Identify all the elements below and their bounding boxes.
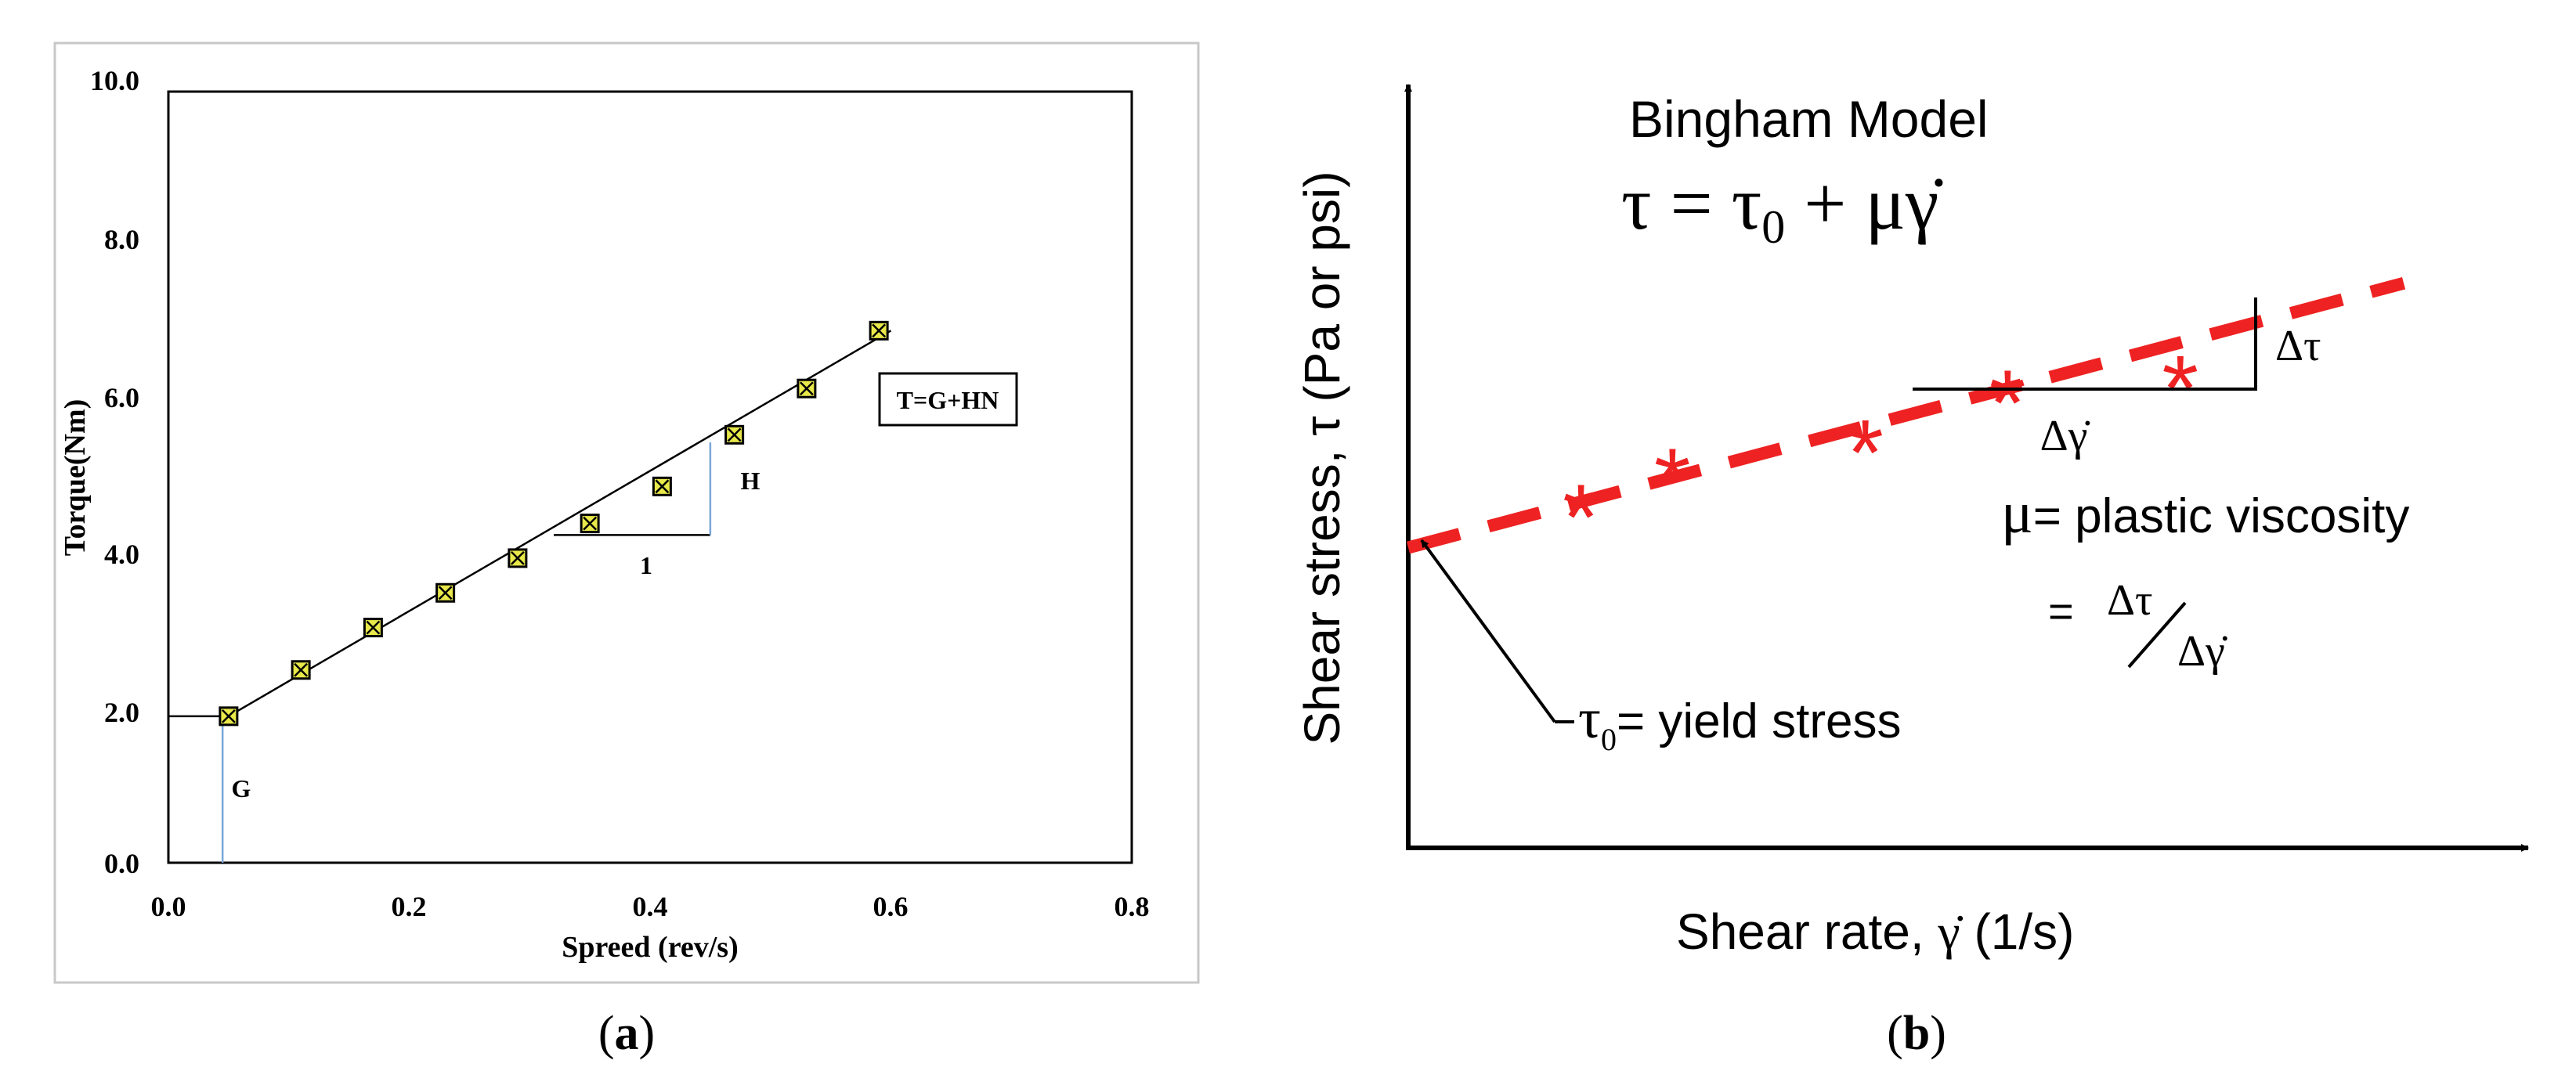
fraction-slash <box>2127 601 2187 669</box>
data-point-cross <box>655 479 670 494</box>
asterisk-point: * <box>1654 429 1691 534</box>
fraction-numerator: Δτ <box>2107 576 2153 625</box>
data-point-cross <box>510 551 525 565</box>
x-axis-a: 0.0 0.2 0.4 0.6 0.8 <box>151 891 1150 922</box>
x-label-text: Shear rate, <box>1676 903 1924 960</box>
x-tick-label: 0.6 <box>873 891 909 922</box>
data-point-cross <box>583 516 598 531</box>
data-point <box>652 476 672 496</box>
y-tick-label: 2.0 <box>104 697 139 728</box>
eq-plus: + <box>1804 161 1846 245</box>
chart-title-b: Bingham Model <box>1629 90 1989 148</box>
yield-arrow <box>1420 539 1556 723</box>
fit-line <box>228 330 892 717</box>
delta-tau-label: Δτ <box>2275 322 2321 370</box>
panel-label-b: (b) <box>1887 1007 1946 1060</box>
x-axis-title-a: Spreed (rev/s) <box>562 931 739 964</box>
x-tick-label: 0.2 <box>392 891 427 922</box>
data-point-cross <box>727 427 742 442</box>
data-point <box>508 548 528 568</box>
equation-label: T=G+HN <box>897 386 999 414</box>
delta-gamma-label: Δγ̇ <box>2040 412 2090 460</box>
data-point <box>291 660 311 680</box>
slope-triangle <box>1913 297 2257 391</box>
data-point-cross <box>366 620 381 635</box>
x-label-symbol: γ̇ <box>1937 904 1963 960</box>
panel-b: Shear stress, τ (Pa or psi) Shear rate, … <box>1294 84 2529 1060</box>
data-point-cross <box>438 586 453 600</box>
x-label-unit: (1/s) <box>1974 903 2074 960</box>
annotation-G: G <box>232 774 251 802</box>
equation-box <box>878 372 1018 427</box>
fraction-denominator: Δγ̇ <box>2177 627 2227 676</box>
asterisk-point: * <box>1563 465 1599 570</box>
data-point-cross <box>799 381 814 396</box>
data-point-cross <box>294 662 309 677</box>
data-point <box>580 514 600 534</box>
asterisk-point: * <box>1847 401 1884 506</box>
panel-a: 10.0 8.0 6.0 4.0 2.0 0.0 0.0 0.2 0.4 0.6… <box>53 41 1200 1060</box>
viscosity-label: μ= plastic viscosity <box>2001 480 2409 546</box>
data-point <box>435 582 456 603</box>
chart-a-marks <box>168 320 892 863</box>
data-point <box>797 378 817 398</box>
panel-label-a: (a) <box>598 1007 655 1060</box>
annotation-H: H <box>741 467 761 495</box>
viscosity-text: = plastic viscosity <box>2033 489 2410 543</box>
data-point <box>869 320 889 341</box>
x-axis-title-b: Shear rate, γ̇ (1/s) <box>1676 903 2074 960</box>
eq-tau0: τ <box>1732 161 1762 245</box>
y-axis-title-a: Torque(Nm) <box>59 399 92 557</box>
plot-area-a <box>167 90 1133 864</box>
chart-b-marks: * * * * * <box>1406 276 2406 570</box>
bingham-fit-line <box>1406 276 2406 554</box>
yield-tau: τ <box>1578 687 1601 750</box>
data-point <box>219 706 239 727</box>
yield-text: = yield stress <box>1617 694 1902 748</box>
eq-mu: μ <box>1865 161 1905 245</box>
annotation-one: 1 <box>640 551 652 579</box>
x-tick-label: 0.8 <box>1115 891 1150 922</box>
bingham-equation: τ = τ0 + μγ̇ <box>1621 161 1943 253</box>
eq-tau: τ <box>1621 161 1652 245</box>
x-tick-label: 0.0 <box>151 891 186 922</box>
yield-label: τ0= yield stress <box>1578 687 1901 757</box>
y-tick-label: 8.0 <box>104 224 139 255</box>
y-tick-label: 4.0 <box>104 539 139 570</box>
asterisk-point: * <box>1989 351 2026 456</box>
y-tick-label: 10.0 <box>90 65 139 96</box>
data-point-cross <box>221 709 236 723</box>
data-point-cross <box>872 323 887 338</box>
y-axis-a: 10.0 8.0 6.0 4.0 2.0 0.0 <box>90 65 139 879</box>
viscosity-equals: = <box>2048 586 2074 636</box>
y-tick-label: 6.0 <box>104 382 139 413</box>
yield-sub: 0 <box>1601 722 1617 757</box>
y-tick-label: 0.0 <box>104 848 139 879</box>
mu-symbol: μ <box>2001 480 2033 546</box>
eq-tau0-sub: 0 <box>1761 201 1785 253</box>
eq-equals: = <box>1671 161 1713 245</box>
data-point <box>724 424 745 445</box>
x-tick-label: 0.4 <box>633 891 668 922</box>
y-axis-title-b: Shear stress, τ (Pa or psi) <box>1294 171 1350 745</box>
eq-gamma-dot: γ̇ <box>1905 161 1943 245</box>
data-point <box>363 618 383 638</box>
